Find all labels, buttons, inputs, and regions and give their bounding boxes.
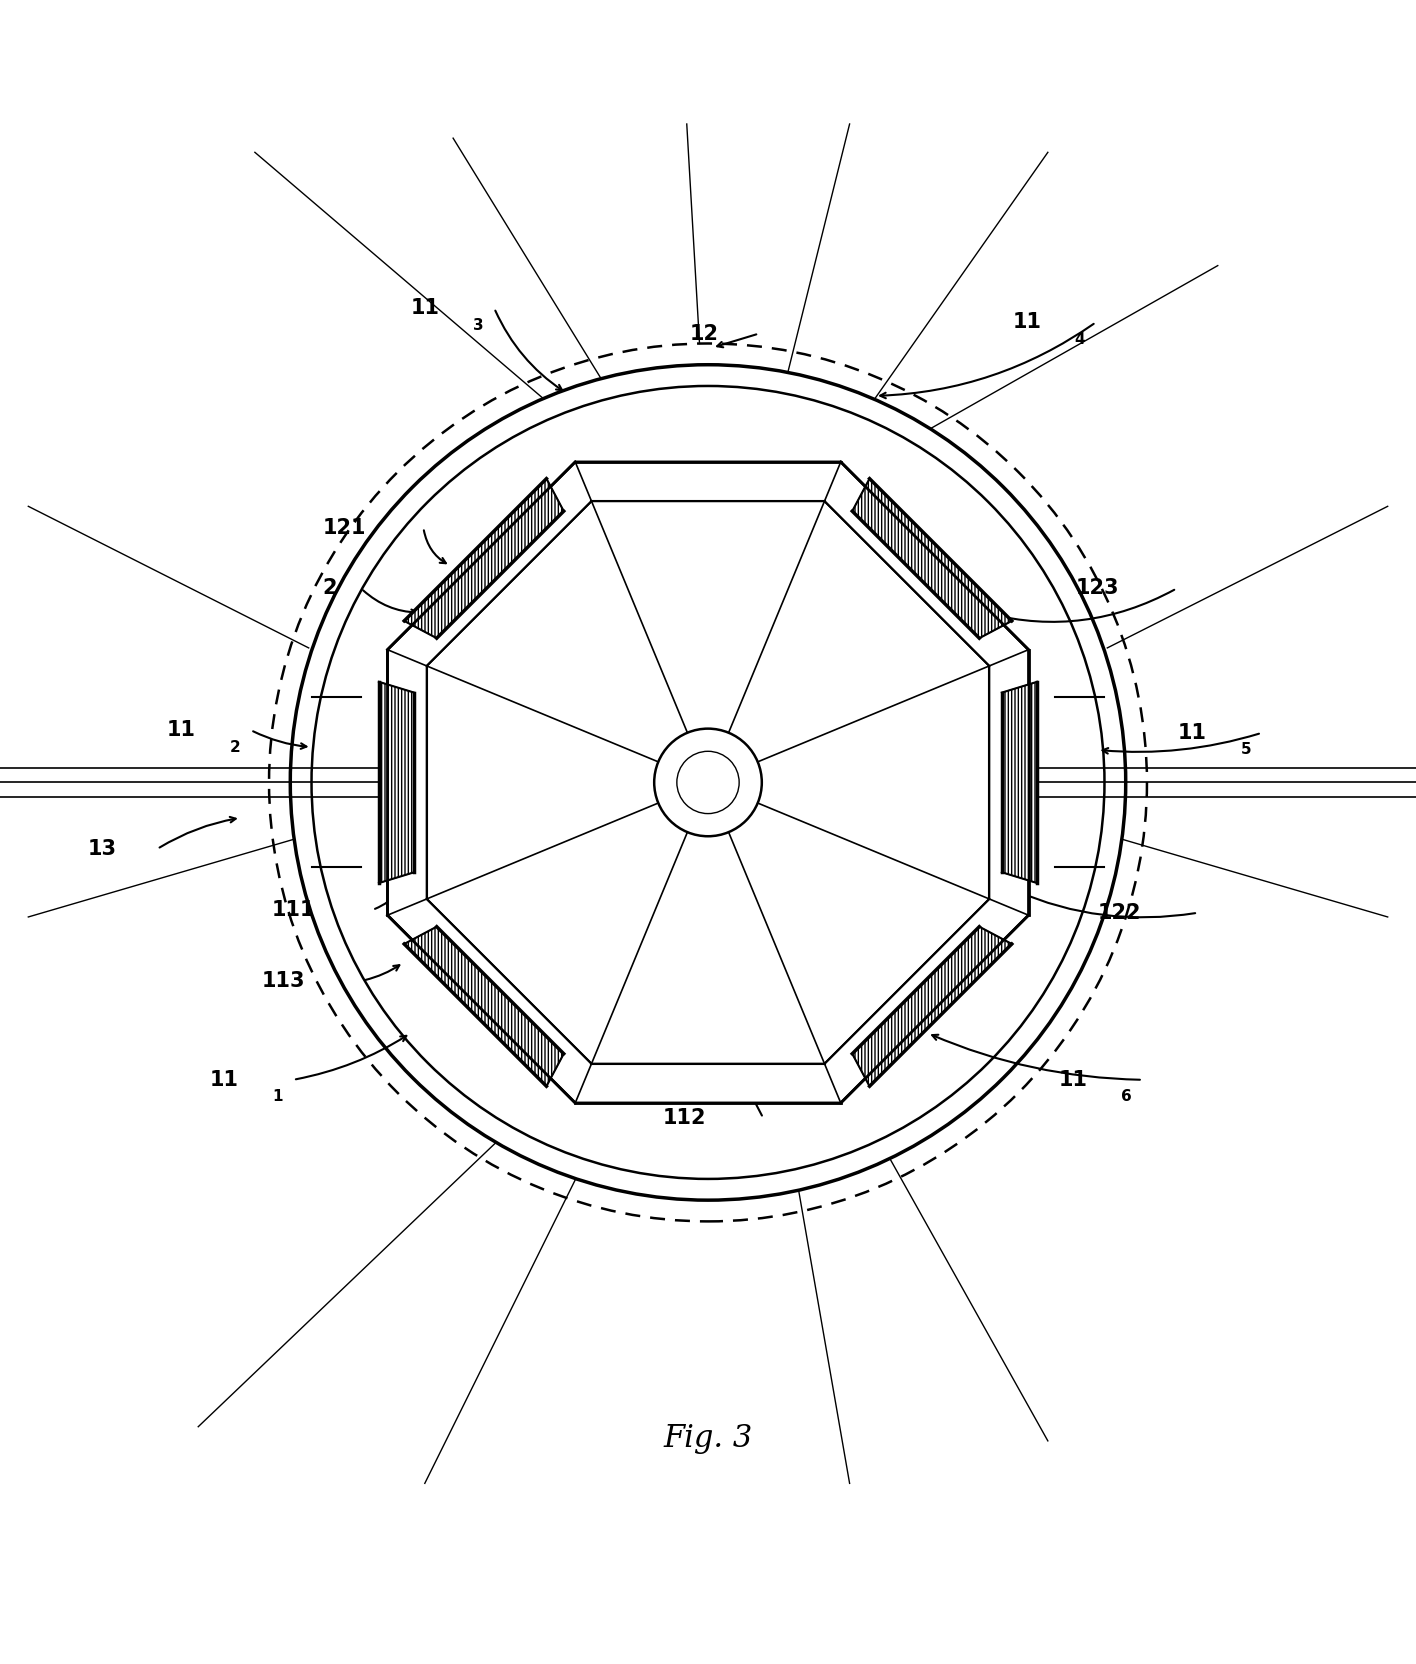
Text: 4: 4 <box>1075 331 1086 346</box>
Text: 121: 121 <box>323 518 367 537</box>
Polygon shape <box>404 927 564 1087</box>
Text: 5: 5 <box>1240 742 1252 757</box>
Text: Fig. 3: Fig. 3 <box>663 1423 753 1454</box>
Text: 11: 11 <box>411 298 439 318</box>
Text: 6: 6 <box>1121 1090 1133 1105</box>
Text: 3: 3 <box>473 318 484 333</box>
Text: 11: 11 <box>210 1070 238 1090</box>
Polygon shape <box>404 479 564 639</box>
Text: 2: 2 <box>229 739 241 754</box>
Text: 11: 11 <box>1012 313 1041 333</box>
Text: 113: 113 <box>262 970 306 990</box>
Text: 11: 11 <box>167 721 195 740</box>
Text: 1: 1 <box>272 1090 282 1105</box>
Polygon shape <box>388 463 1028 1103</box>
Polygon shape <box>852 479 1012 639</box>
Text: 13: 13 <box>88 839 116 859</box>
Circle shape <box>290 364 1126 1200</box>
Text: 122: 122 <box>1097 902 1141 924</box>
Polygon shape <box>852 927 1012 1087</box>
Polygon shape <box>1003 682 1037 884</box>
Text: 11: 11 <box>1178 722 1206 742</box>
Circle shape <box>654 729 762 837</box>
Text: 111: 111 <box>272 900 316 920</box>
Text: 123: 123 <box>1076 579 1120 599</box>
Polygon shape <box>426 501 990 1063</box>
Text: 112: 112 <box>663 1108 707 1128</box>
Polygon shape <box>379 682 413 884</box>
Circle shape <box>677 750 739 814</box>
Text: 2: 2 <box>323 579 337 599</box>
Text: 11: 11 <box>1059 1070 1087 1090</box>
Text: 12: 12 <box>690 323 718 343</box>
